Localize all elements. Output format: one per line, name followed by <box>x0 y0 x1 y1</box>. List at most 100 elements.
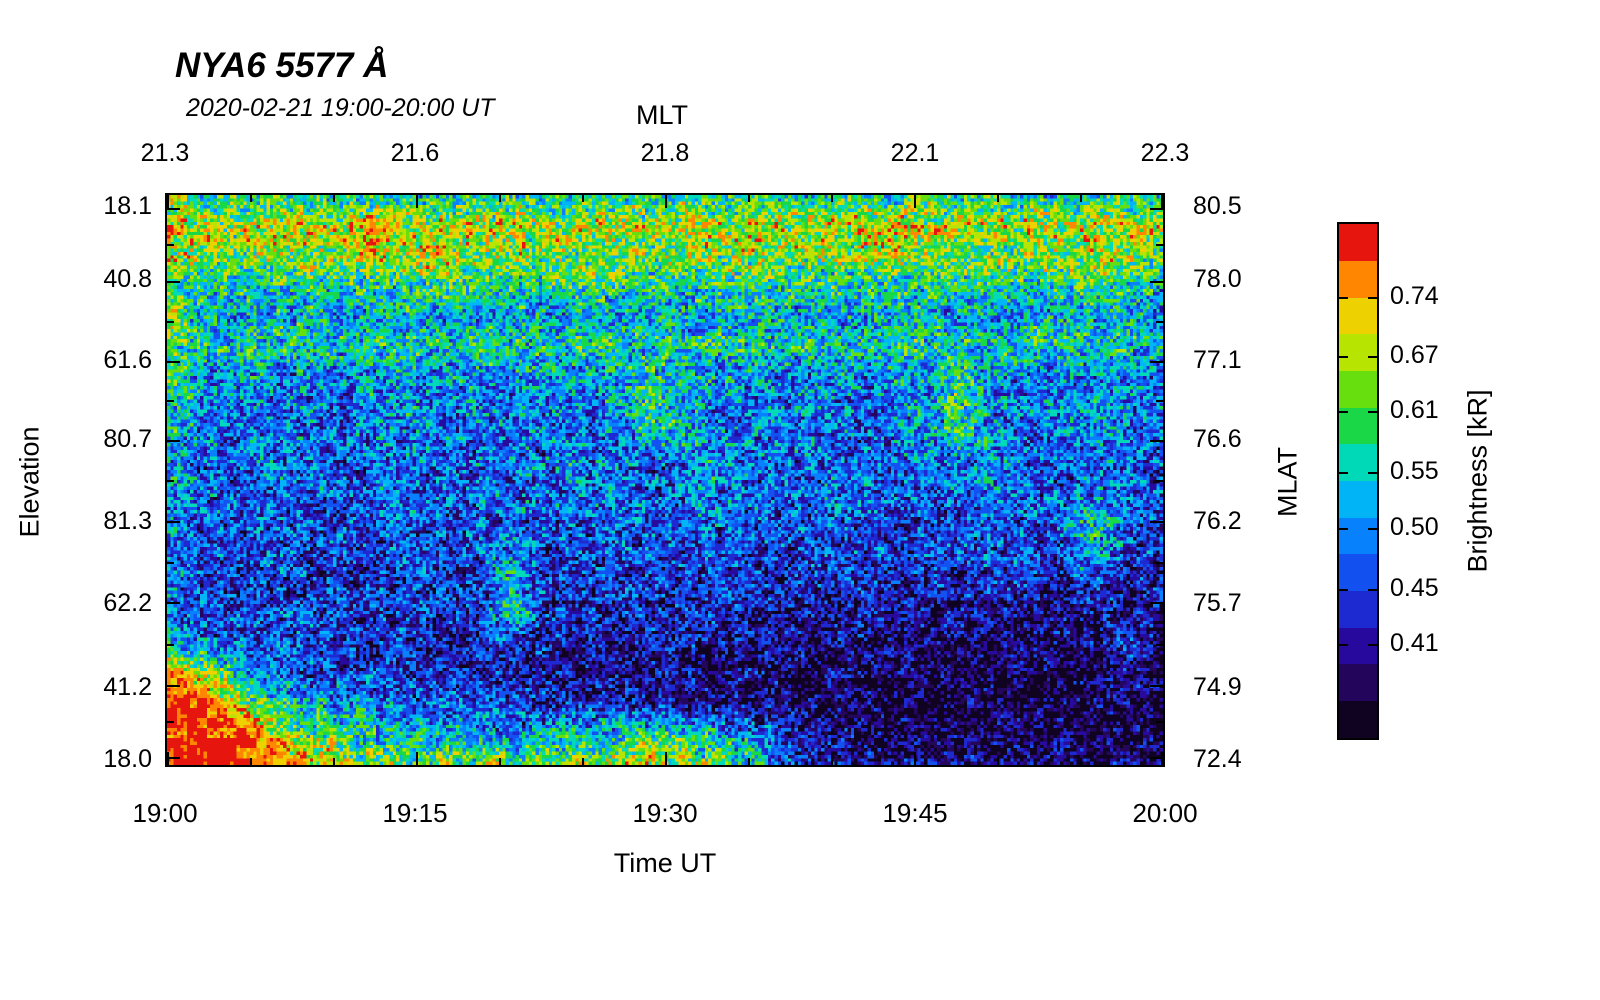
colorbar-tick <box>1368 528 1377 530</box>
right-major-tick <box>1150 361 1163 363</box>
colorbar-tick-left <box>1339 297 1348 299</box>
colorbar-canvas <box>1339 224 1377 738</box>
top-minor-tick <box>997 195 999 202</box>
top-tick-label: 21.6 <box>390 139 440 167</box>
bottom-minor-tick <box>582 758 584 765</box>
top-tick-label: 21.8 <box>640 139 690 167</box>
bottom-tick-label: 19:30 <box>632 798 698 828</box>
top-major-tick <box>914 195 916 208</box>
colorbar-tick-left <box>1339 356 1348 358</box>
colorbar-tick-left <box>1339 472 1348 474</box>
bottom-minor-tick <box>997 758 999 765</box>
right-minor-tick <box>1156 721 1163 723</box>
right-tick-label: 78.0 <box>1193 265 1242 294</box>
right-minor-tick <box>1156 400 1163 402</box>
top-major-tick <box>167 195 169 208</box>
top-axis-label: MLT <box>636 100 688 130</box>
left-tick-label: 62.2 <box>103 588 152 617</box>
right-major-tick <box>1150 281 1163 283</box>
left-minor-tick <box>167 562 174 564</box>
colorbar-tick-left <box>1339 411 1348 413</box>
left-minor-tick <box>167 244 174 246</box>
colorbar-tick-left <box>1339 589 1348 591</box>
top-minor-tick <box>1080 195 1082 202</box>
bottom-major-tick <box>914 752 916 765</box>
colorbar-tick-label: 0.41 <box>1390 629 1439 657</box>
left-tick-label: 61.6 <box>103 346 152 375</box>
colorbar-tick-label: 0.50 <box>1390 513 1439 541</box>
right-major-tick <box>1150 208 1163 210</box>
top-minor-tick <box>582 195 584 202</box>
right-minor-tick <box>1156 244 1163 246</box>
right-axis-label: MLAT <box>1272 446 1303 518</box>
left-tick-label: 81.3 <box>103 507 152 536</box>
right-tick-label: 80.5 <box>1193 192 1242 221</box>
top-major-tick <box>416 195 418 208</box>
left-tick-label: 18.1 <box>103 192 152 221</box>
right-minor-tick <box>1156 321 1163 323</box>
right-tick-label: 76.6 <box>1193 425 1242 454</box>
top-tick-labels: 21.3 21.6 21.8 22.1 22.3 <box>141 139 1190 170</box>
bottom-major-tick <box>416 752 418 765</box>
right-major-tick <box>1150 757 1163 759</box>
bottom-minor-tick <box>831 758 833 765</box>
bottom-minor-tick <box>250 758 252 765</box>
left-major-tick <box>167 685 180 687</box>
plot-frame <box>165 193 1165 767</box>
page-title: NYA6 5577 Å <box>175 46 389 85</box>
colorbar-tick-label: 0.61 <box>1390 396 1439 424</box>
left-tick-labels: 18.1 40.8 61.6 80.7 81.3 62.2 41.2 18.0 <box>52 192 152 772</box>
right-minor-tick <box>1156 480 1163 482</box>
top-tick-label: 21.3 <box>140 139 190 167</box>
colorbar-tick <box>1368 644 1377 646</box>
plot-area <box>167 195 1163 765</box>
colorbar-tick <box>1368 356 1377 358</box>
left-major-tick <box>167 440 180 442</box>
colorbar-tick <box>1368 297 1377 299</box>
left-tick-label: 18.0 <box>103 744 152 773</box>
right-tick-label: 77.1 <box>1193 346 1242 375</box>
top-minor-tick <box>333 195 335 202</box>
bottom-axis-label: Time UT <box>613 848 717 878</box>
right-minor-tick <box>1156 562 1163 564</box>
left-minor-tick <box>167 480 174 482</box>
left-minor-tick <box>167 644 174 646</box>
right-minor-tick <box>1156 644 1163 646</box>
left-tick-label: 80.7 <box>103 425 152 454</box>
colorbar-tick-label: 0.55 <box>1390 457 1439 485</box>
colorbar-tick <box>1368 472 1377 474</box>
top-minor-tick <box>748 195 750 202</box>
bottom-tick-label: 19:45 <box>882 798 948 828</box>
left-major-tick <box>167 521 180 523</box>
bottom-minor-tick <box>748 758 750 765</box>
right-major-tick <box>1150 602 1163 604</box>
bottom-minor-tick <box>1080 758 1082 765</box>
left-major-tick <box>167 757 180 759</box>
chart-subtitle: 2020-02-21 19:00-20:00 UT <box>186 94 495 122</box>
left-major-tick <box>167 602 180 604</box>
colorbar-tick <box>1368 589 1377 591</box>
right-major-tick <box>1150 521 1163 523</box>
top-tick-label: 22.3 <box>1140 139 1190 167</box>
left-axis-label: Elevation <box>14 426 45 538</box>
left-major-tick <box>167 281 180 283</box>
left-tick-label: 41.2 <box>103 672 152 701</box>
colorbar-tick-left <box>1339 528 1348 530</box>
top-major-tick <box>665 195 667 208</box>
colorbar-tick-label: 0.67 <box>1390 341 1439 369</box>
left-tick-label: 40.8 <box>103 265 152 294</box>
right-tick-label: 76.2 <box>1193 507 1242 536</box>
colorbar-ticks <box>1339 224 1377 738</box>
top-major-tick <box>1161 195 1163 208</box>
top-minor-tick <box>499 195 501 202</box>
heatmap-canvas <box>167 195 1163 765</box>
bottom-minor-tick <box>499 758 501 765</box>
colorbar <box>1337 222 1379 740</box>
colorbar-tick-labels: 0.74 0.67 0.61 0.55 0.50 0.45 0.41 <box>1390 222 1470 740</box>
right-tick-label: 74.9 <box>1193 672 1242 701</box>
colorbar-tick <box>1368 411 1377 413</box>
right-tick-label: 75.7 <box>1193 588 1242 617</box>
bottom-tick-label: 19:15 <box>382 798 448 828</box>
right-major-tick <box>1150 440 1163 442</box>
